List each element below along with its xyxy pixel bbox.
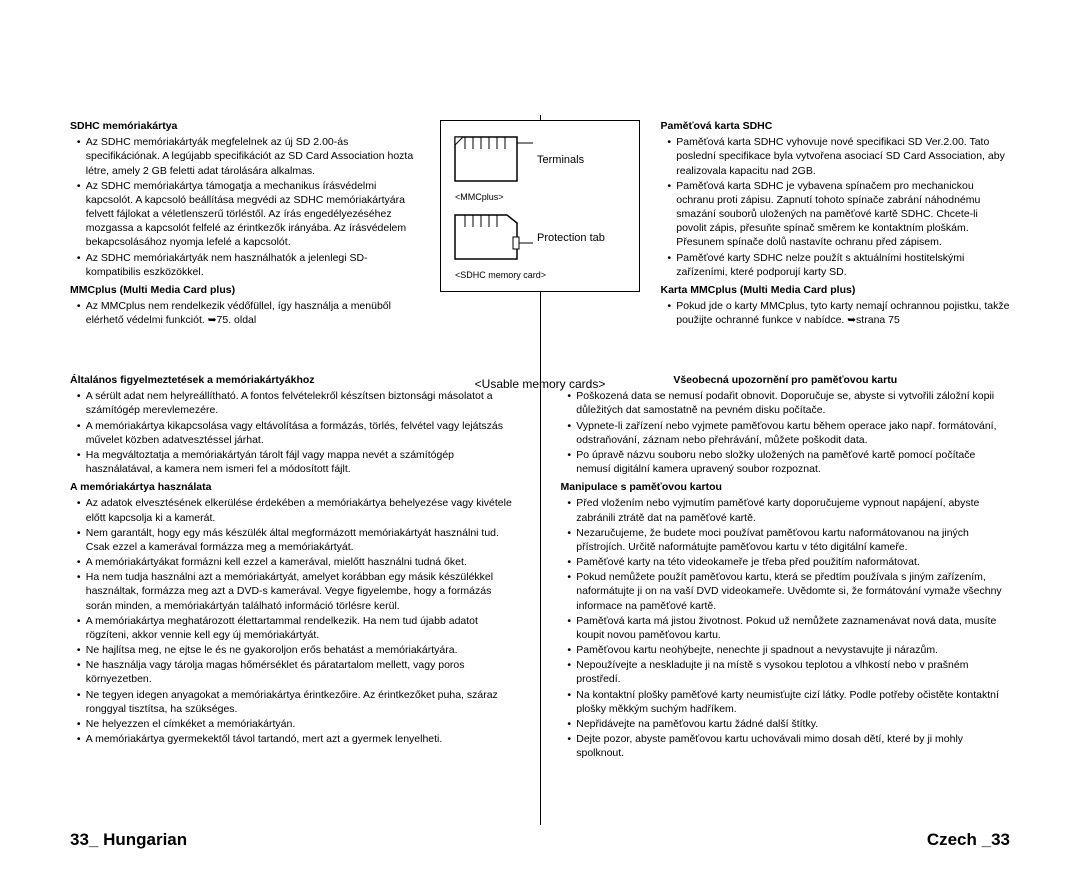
hu-gen-title: Általános figyelmeztetések a memóriakárt… <box>70 373 520 387</box>
list-item: Na kontaktní plošky paměťové karty neumi… <box>565 688 1010 716</box>
list-item: Ha nem tudja használni azt a memóriakárt… <box>74 570 519 613</box>
list-item: Nepoužívejte a neskladujte ji na místě s… <box>565 658 1010 686</box>
list-item: Ne hajlítsa meg, ne ejtse le és ne gyako… <box>74 643 519 657</box>
list-item: A memóriakártya gyermekektől távol tarta… <box>74 732 519 746</box>
footer-left: 33_ Hungarian <box>70 829 187 852</box>
protection-label: Protection tab <box>533 231 633 246</box>
page-footer: 33_ Hungarian Czech _33 <box>70 829 1010 852</box>
list-item: Paměťová karta SDHC je vybavena spínačem… <box>665 179 1010 250</box>
list-item: A memóriakártya meghatározott élettartam… <box>74 614 519 642</box>
mmc-caption: <MMCplus> <box>455 191 504 203</box>
hu-use-title: A memóriakártya használata <box>70 480 520 494</box>
list-item: A memóriakártya kikapcsolása vagy eltávo… <box>74 419 519 447</box>
list-item: A sérült adat nem helyreállítható. A fon… <box>74 389 519 417</box>
memory-card-diagram: Terminals <MMCplus> Protection tab <SDHC… <box>440 120 640 292</box>
list-item: A memóriakártyákat formázni kell ezzel a… <box>74 555 519 569</box>
list-item: Nem garantált, hogy egy más készülék ált… <box>74 526 519 554</box>
footer-right: Czech _33 <box>927 829 1010 852</box>
list-item: Ne használja vagy tárolja magas hőmérsék… <box>74 658 519 686</box>
list-item: Pokud nemůžete použít paměťovou kartu, k… <box>565 570 1010 613</box>
manual-page: Terminals <MMCplus> Protection tab <SDHC… <box>0 0 1080 886</box>
terminals-label: Terminals <box>533 153 633 168</box>
list-item: Paměťová karta má jistou životnost. Poku… <box>565 614 1010 642</box>
list-item: Ne tegyen idegen anyagokat a memóriakárt… <box>74 688 519 716</box>
list-item: Az SDHC memóriakártyák nem használhatók … <box>74 251 419 279</box>
list-item: Ne helyezzen el címkéket a memóriakártyá… <box>74 717 519 731</box>
cz-gen-title: Všeobecná upozornění pro paměťovou kartu <box>561 373 1011 387</box>
list-item: Paměťové karty SDHC nelze použít s aktuá… <box>665 251 1010 279</box>
mmcplus-card-icon <box>447 131 533 189</box>
list-item: Nezaručujeme, že budete moci používat pa… <box>565 526 1010 554</box>
list-item: Paměťová karta SDHC vyhovuje nové specif… <box>665 135 1010 178</box>
list-item: Poškozená data se nemusí podařit obnovit… <box>565 389 1010 417</box>
cz-mmc-title: Karta MMCplus (Multi Media Card plus) <box>661 283 1011 297</box>
sdhc-caption: <SDHC memory card> <box>455 269 546 281</box>
hu-sdhc-title: SDHC memóriakártya <box>70 119 420 133</box>
list-item: Paměťové karty na této videokameře je tř… <box>565 555 1010 569</box>
list-item: Před vložením nebo vyjmutím paměťové kar… <box>565 496 1010 524</box>
cz-use-title: Manipulace s paměťovou kartou <box>561 480 1011 494</box>
list-item: Az SDHC memóriakártya támogatja a mechan… <box>74 179 419 250</box>
list-item: Ha megváltoztatja a memóriakártyán tárol… <box>74 448 519 476</box>
list-item: Dejte pozor, abyste paměťovou kartu ucho… <box>565 732 1010 760</box>
list-item: Nepřidávejte na paměťovou kartu žádné da… <box>565 717 1010 731</box>
list-item: Az adatok elvesztésének elkerülése érdek… <box>74 496 519 524</box>
list-item: Az SDHC memóriakártyák megfelelnek az új… <box>74 135 419 178</box>
list-item: Po úpravě názvu souboru nebo složky ulož… <box>565 448 1010 476</box>
list-item: Paměťovou kartu neohýbejte, nenechte ji … <box>565 643 1010 657</box>
sdhc-card-icon <box>447 209 533 267</box>
list-item: Vypnete-li zařízení nebo vyjmete paměťov… <box>565 419 1010 447</box>
cz-sdhc-title: Paměťová karta SDHC <box>661 119 1011 133</box>
list-item: Az MMCplus nem rendelkezik védőfüllel, í… <box>74 299 419 327</box>
hu-mmc-title: MMCplus (Multi Media Card plus) <box>70 283 420 297</box>
list-item: Pokud jde o karty MMCplus, tyto karty ne… <box>665 299 1010 327</box>
